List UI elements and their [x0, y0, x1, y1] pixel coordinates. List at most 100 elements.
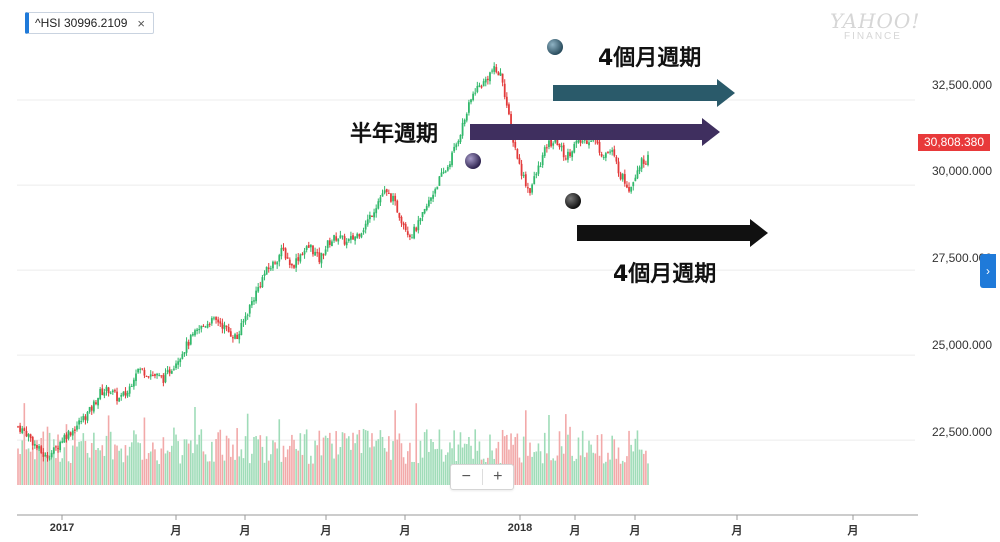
candle-body [419, 218, 422, 222]
pivot-markers [465, 39, 581, 209]
volume-bar [442, 461, 445, 485]
volume-bar [99, 450, 101, 485]
candle-body [394, 195, 397, 202]
yahoo-finance-logo: YAHOO! FINANCE [830, 10, 919, 42]
candle-body [354, 236, 357, 241]
candle-body [156, 373, 158, 376]
candle-body [503, 83, 506, 97]
volume-bar [78, 441, 80, 485]
volume-bar [592, 452, 595, 485]
candle-body [345, 241, 348, 246]
candle-body [278, 255, 281, 262]
x-tick-label: 月 [569, 525, 581, 537]
volume-bar [630, 444, 632, 485]
candle-body [206, 324, 209, 328]
volume-bar [590, 444, 592, 485]
x-tick-label: 月 [399, 525, 411, 537]
candle-body [92, 401, 95, 412]
volume-bar [558, 431, 561, 485]
volume-bar [565, 414, 567, 485]
candle-body [478, 85, 481, 87]
volume-bar [428, 451, 430, 485]
volume-bar [404, 463, 407, 485]
volume-bar [154, 449, 156, 485]
volume-bar [529, 442, 531, 485]
candle-body [497, 72, 500, 76]
volume-bar [38, 448, 40, 485]
volume-bar [230, 456, 232, 485]
zoom-divider [481, 469, 483, 485]
volume-bar [434, 449, 436, 485]
volume-bar [524, 410, 527, 485]
candle-body [468, 102, 470, 113]
candle-body [400, 216, 403, 224]
volume-bar [177, 441, 179, 485]
candle-body [40, 446, 43, 453]
volume-bar [383, 448, 386, 485]
volume-bar [388, 436, 390, 485]
candle-body [305, 246, 308, 250]
volume-bar [628, 430, 630, 485]
volume-bar [194, 406, 196, 485]
volume-bar [213, 461, 215, 485]
candle-body [583, 139, 586, 141]
volume-bar [421, 457, 424, 485]
zoom-out-button[interactable]: − [461, 468, 471, 485]
candle-body [160, 375, 163, 377]
candle-body [151, 375, 154, 377]
volume-bar [289, 445, 291, 485]
volume-bar [103, 455, 106, 485]
close-icon[interactable]: × [137, 15, 145, 31]
candle-body [267, 267, 270, 270]
expand-panel-button[interactable]: › [980, 254, 996, 288]
volume-bar [263, 462, 266, 485]
volume-bar [581, 430, 584, 485]
candle-body [301, 253, 304, 256]
candle-body [438, 176, 441, 186]
candle-body [470, 99, 472, 103]
volume-bar [411, 461, 413, 485]
zoom-in-button[interactable]: + [493, 468, 503, 485]
candle-body [550, 139, 552, 147]
ticker-chip[interactable]: ^HSI 30996.2109 × [25, 12, 154, 34]
volume-bar [579, 455, 582, 485]
volume-bar [137, 442, 139, 485]
volume-bar [571, 455, 573, 485]
candle-body [170, 371, 173, 374]
candle-body [609, 151, 611, 153]
candle-body [371, 216, 373, 218]
volume-bar [417, 463, 420, 485]
candle-body [307, 245, 310, 248]
candle-body [575, 141, 578, 144]
volume-bar [189, 440, 192, 485]
candle-body [107, 387, 110, 394]
volume-bar [246, 413, 249, 485]
candle-body [33, 443, 36, 446]
volume-bar [415, 403, 418, 485]
candle-body [611, 150, 614, 152]
candle-body [398, 212, 401, 218]
candle-body [250, 301, 253, 306]
candle-body [390, 193, 392, 202]
candle-body [425, 206, 428, 210]
volume-bar [310, 455, 312, 485]
arrow-4-month-cycle-bottom-head [750, 219, 768, 247]
volume-bar [19, 454, 21, 485]
volume-bar [248, 463, 251, 485]
volume-bar [343, 433, 346, 485]
candle-body [484, 79, 487, 83]
candle-body [455, 144, 458, 148]
candle-body [200, 325, 203, 329]
candle-body [383, 190, 386, 194]
volume-bar [145, 458, 148, 485]
volume-bar [392, 441, 394, 485]
x-tick-label: 月 [629, 525, 641, 537]
volume-bar [133, 430, 135, 485]
candle-body [430, 197, 432, 201]
pivot-marker-top [547, 39, 563, 55]
volume-bar [139, 443, 142, 485]
volume-bar [537, 443, 540, 485]
annotation-half-year-cycle: 半年週期 [350, 122, 439, 147]
zoom-control[interactable]: − + [450, 464, 514, 490]
